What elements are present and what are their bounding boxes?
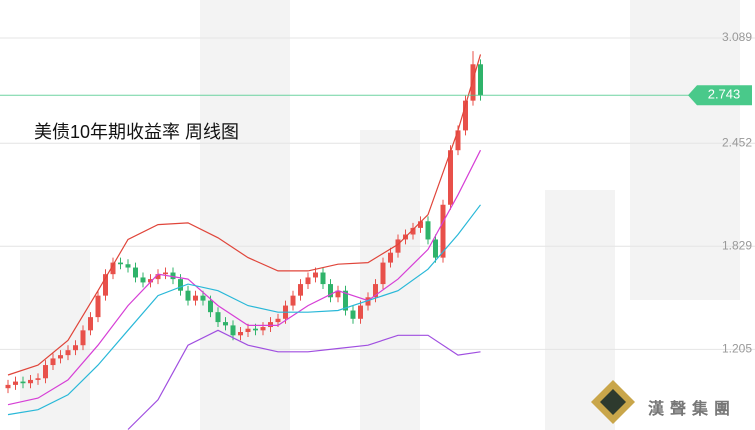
candle-body (50, 358, 56, 366)
candle-body (148, 279, 153, 283)
candle-body (298, 284, 303, 296)
candle-body (395, 239, 401, 253)
y-tick-label: 3.089 (722, 30, 752, 44)
candle-body (425, 221, 431, 240)
candle-body (290, 295, 296, 306)
candle-body (358, 305, 363, 319)
candle-body (388, 252, 393, 263)
candle-body (275, 318, 281, 323)
candle-body (215, 312, 221, 323)
candle-body (320, 272, 326, 285)
candle-body (245, 328, 251, 333)
candle-body (163, 272, 168, 275)
candle-body (365, 297, 371, 306)
candle-body (238, 332, 243, 336)
candle-body (478, 64, 483, 96)
indicator-line (7, 204, 481, 416)
y-tick-label: 1.205 (722, 342, 752, 356)
last-price-tag (688, 85, 752, 106)
candle-body (335, 290, 341, 298)
candle-body (95, 295, 101, 318)
y-tick-label: 1.829 (722, 238, 752, 252)
candle-body (470, 64, 476, 101)
candle-body (133, 267, 138, 278)
candle-body (43, 365, 48, 379)
chart-title: 美债10年期收益率 周线图 (34, 122, 239, 142)
candle-body (155, 274, 161, 280)
candle-body (185, 290, 191, 301)
last-price-label: 2.743 (708, 87, 741, 102)
candle-body (350, 310, 356, 319)
candle-body (463, 100, 468, 131)
candle-body (230, 325, 236, 336)
candle-body (410, 227, 416, 235)
candle-body (103, 274, 108, 296)
indicator-line (7, 54, 482, 376)
candle-body (455, 130, 461, 151)
candle-body (20, 381, 26, 384)
indicator-line (7, 149, 482, 406)
candle-body (80, 330, 86, 346)
logo-text: 漢聲集團 (648, 399, 736, 418)
candle-body (73, 345, 78, 351)
candle-body (343, 290, 348, 311)
candle-body (125, 264, 131, 268)
candle-body (13, 381, 18, 385)
candle-body (253, 328, 258, 331)
candle-body (313, 272, 318, 278)
candle-body (268, 322, 273, 328)
candle-body (440, 204, 446, 258)
candle-body (35, 378, 41, 380)
candle-body (118, 262, 123, 265)
candle-body (140, 277, 146, 283)
candle-body (208, 300, 213, 313)
candle-body (170, 272, 176, 280)
candle-body (178, 279, 183, 291)
candle-body (380, 262, 386, 285)
candle-body (223, 322, 228, 326)
candle-body (65, 350, 71, 356)
candle-body (418, 221, 423, 228)
candle-body (110, 262, 116, 275)
candle-body (28, 379, 33, 384)
candle-body (305, 277, 311, 285)
candle-body (193, 295, 198, 301)
candle-body (200, 295, 206, 301)
candle-body (328, 284, 333, 298)
candle-body (448, 150, 453, 205)
y-tick-label: 2.452 (722, 135, 752, 149)
candle-body (5, 384, 11, 389)
candle-body (58, 355, 63, 359)
indicator-line (127, 329, 481, 430)
logo: 漢聲集團 (591, 380, 736, 424)
candle-body (433, 239, 438, 258)
candle-body (88, 317, 93, 331)
candle-body (373, 284, 378, 298)
background-watermark (20, 0, 740, 430)
candle-body (260, 327, 266, 331)
